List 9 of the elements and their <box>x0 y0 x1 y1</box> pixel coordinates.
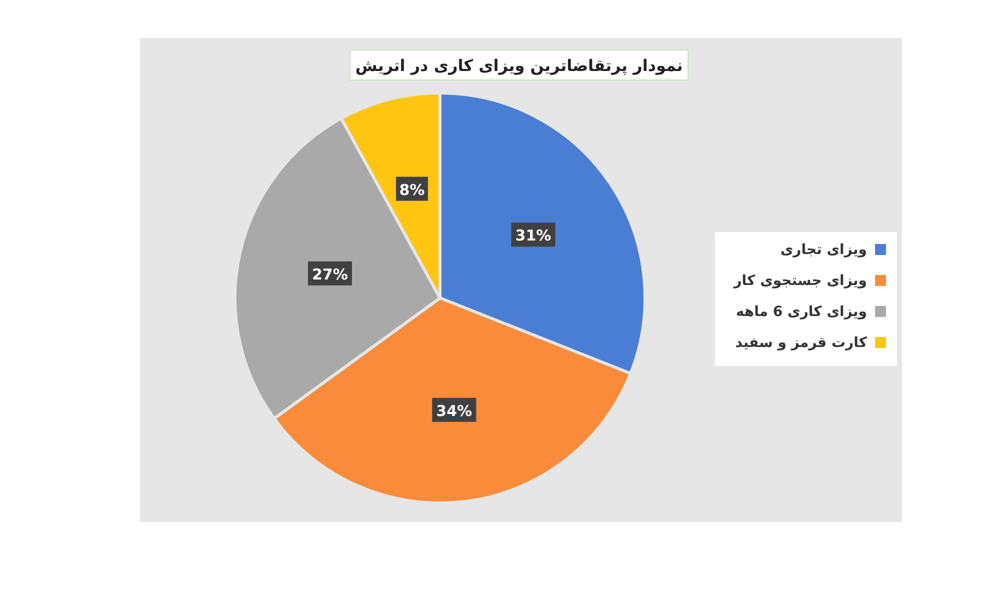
chart-title: نمودار پرتقاضاترین ویزای کاری در اتریش <box>355 56 683 75</box>
legend-label: ویزای کاری 6 ماهه <box>736 304 867 320</box>
data-label: 27% <box>312 265 348 284</box>
data-label: 31% <box>515 226 552 245</box>
data-label: 8% <box>399 180 425 199</box>
legend-label: ویزای تجاری <box>780 242 867 258</box>
legend-label: کارت قرمز و سفید <box>735 335 868 351</box>
data-label: 34% <box>436 402 472 420</box>
legend-label: ویزای جستجوی کار <box>732 273 867 289</box>
